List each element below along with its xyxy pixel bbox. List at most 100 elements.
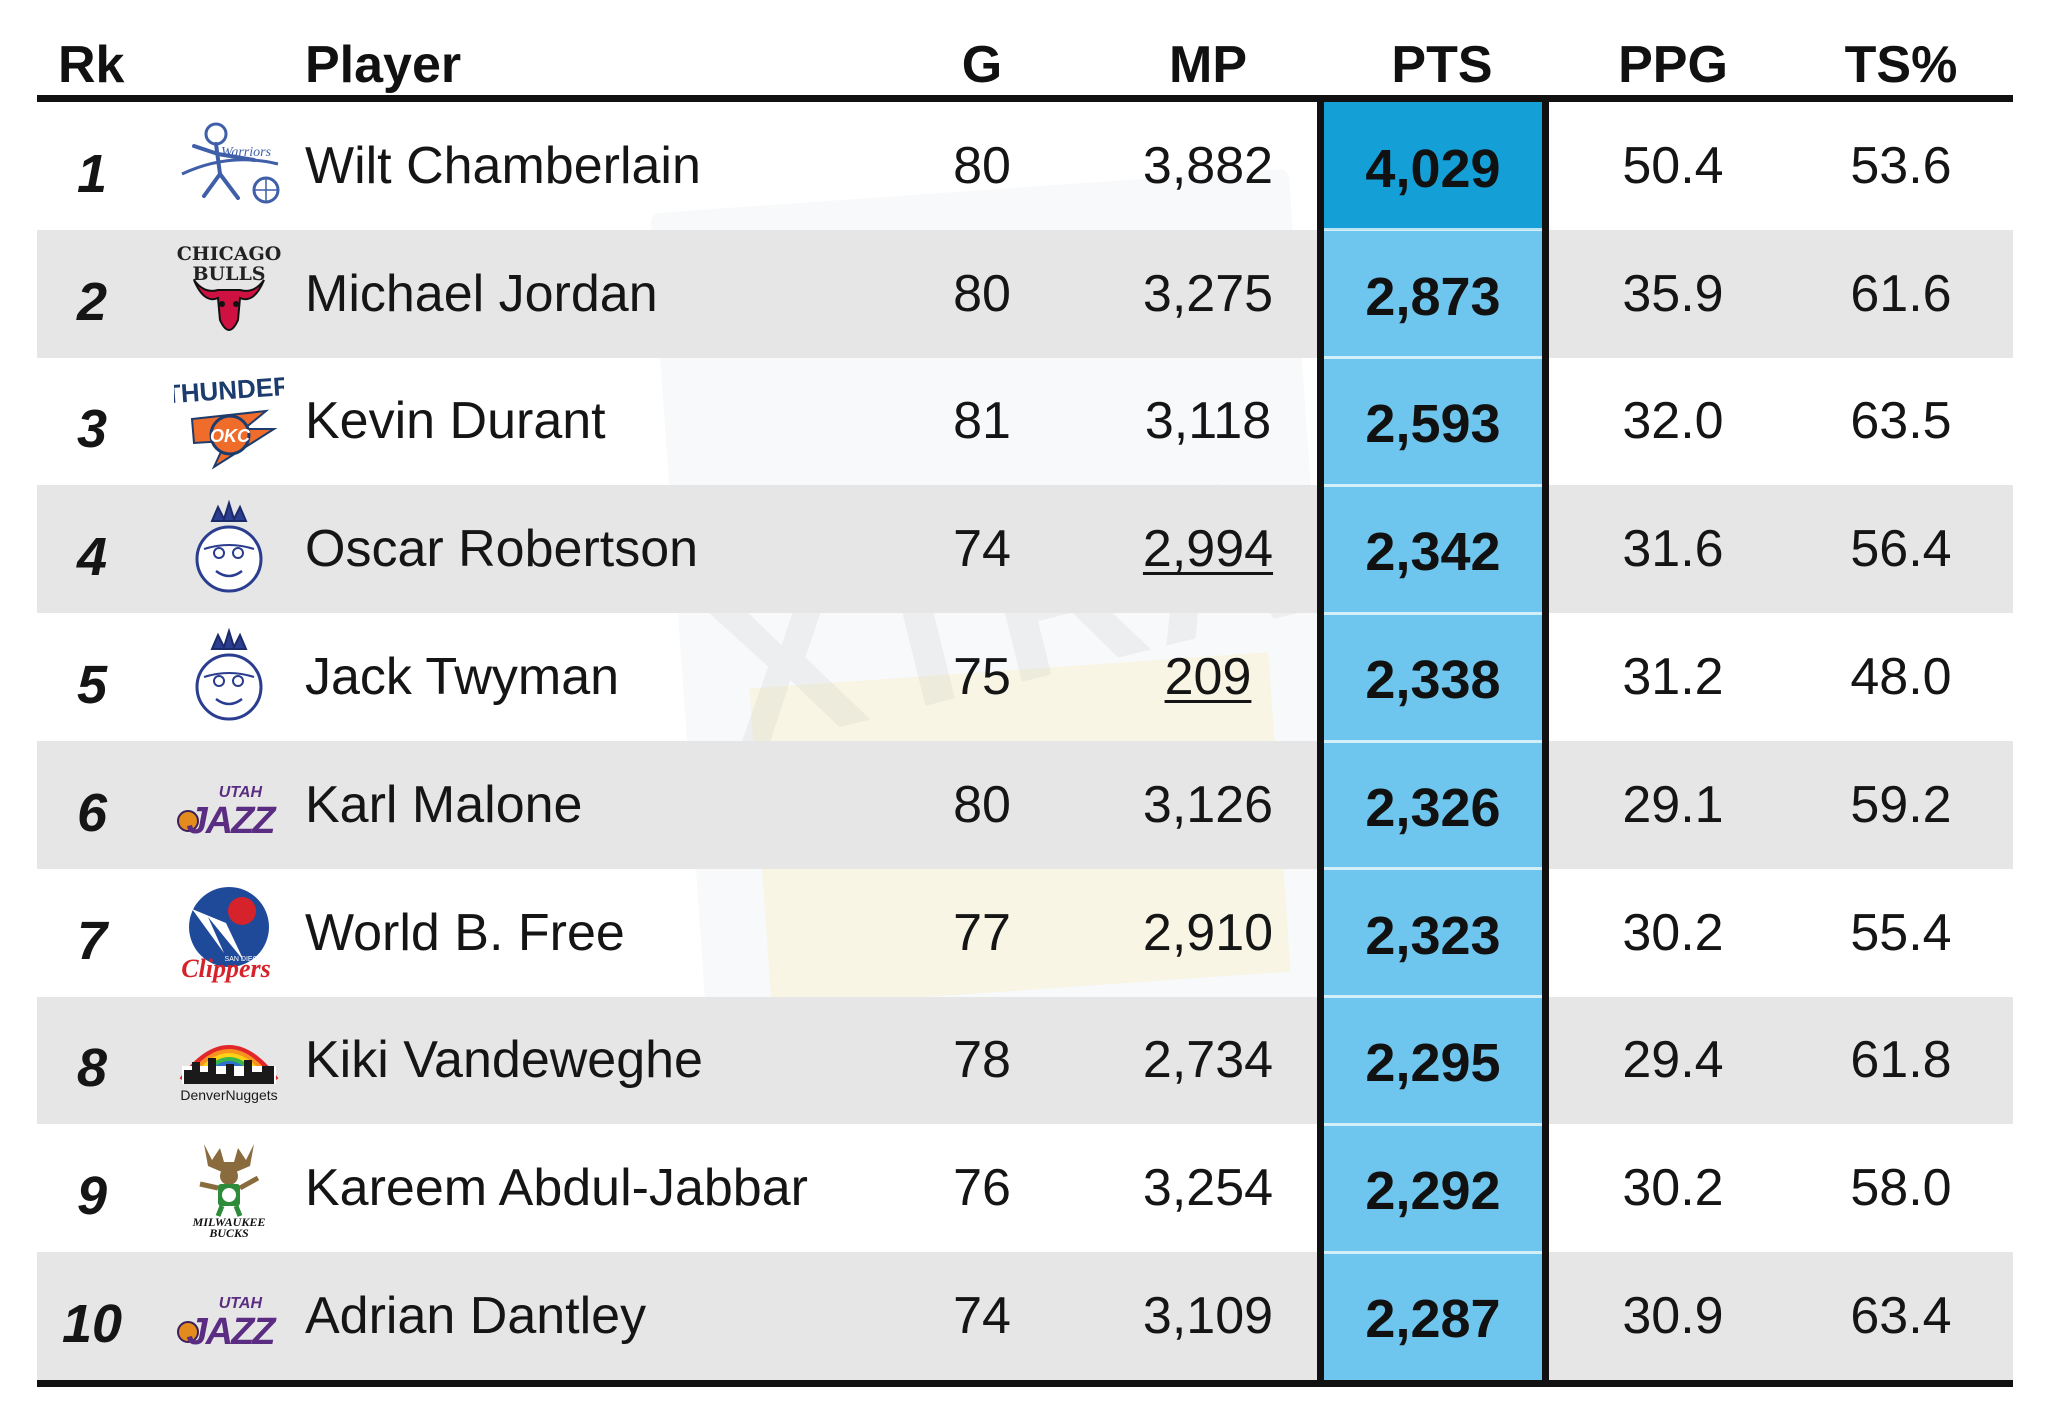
minutes-value: 3,275 bbox=[1142, 264, 1274, 323]
header-player: Player bbox=[305, 36, 462, 94]
table-row: 7 SAN DIEGO Clippers World B. Free 77 2,91… bbox=[37, 869, 2013, 997]
points-cell: 2,342 bbox=[1365, 522, 1501, 583]
svg-text:MILWAUKEE: MILWAUKEE bbox=[192, 1215, 266, 1229]
player-name-cell: Jack Twyman bbox=[305, 648, 620, 707]
svg-text:DenverNuggets: DenverNuggets bbox=[180, 1087, 277, 1103]
minutes-cell: 3,254 bbox=[1108, 1124, 1308, 1252]
san-diego-clippers-logo: SAN DIEGO Clippers bbox=[169, 869, 289, 997]
header-points: PTS bbox=[1391, 36, 1493, 94]
points-cell: 2,873 bbox=[1365, 266, 1501, 327]
games-cell: 74 bbox=[953, 1287, 1011, 1346]
rank-cell: 3 bbox=[76, 399, 108, 460]
svg-text:Warriors: Warriors bbox=[221, 145, 272, 160]
player-name-cell: Kiki Vandeweghe bbox=[305, 1031, 703, 1090]
points-cell: 2,292 bbox=[1365, 1161, 1501, 1222]
rank-cell: 6 bbox=[76, 782, 108, 843]
player-name-cell: Kareem Abdul-Jabbar bbox=[305, 1159, 808, 1218]
player-name-cell: Adrian Dantley bbox=[305, 1287, 647, 1346]
table-row: 9 MILWAUKEE BUCKS Kareem Abdul-Jabbar 76 3… bbox=[37, 1124, 2013, 1252]
player-name-cell: World B. Free bbox=[305, 903, 625, 962]
points-cell: 2,287 bbox=[1365, 1289, 1501, 1350]
minutes-cell: 3,118 bbox=[1108, 358, 1308, 486]
minutes-value: 2,734 bbox=[1142, 1031, 1274, 1090]
rank-cell: 10 bbox=[61, 1294, 123, 1355]
ts-pct-cell: 53.6 bbox=[1850, 136, 1952, 195]
ts-pct-cell: 56.4 bbox=[1850, 520, 1952, 579]
table-body: 1 Warriors Wilt Chamberlain 80 3,882 50.4 53… bbox=[37, 102, 2013, 1380]
table-row: 10 UTAH JAZZ Adrian Dantley 74 3,109 30.9 63… bbox=[37, 1252, 2013, 1380]
minutes-cell: 3,126 bbox=[1108, 741, 1308, 869]
svg-text:OKC: OKC bbox=[210, 426, 251, 446]
minutes-cell: 3,109 bbox=[1108, 1252, 1308, 1380]
table-row: 5 Jack Twyman 75 209 31.2 48.0 bbox=[37, 613, 2013, 741]
ppg-cell: 29.1 bbox=[1622, 775, 1724, 834]
points-row-divider bbox=[1324, 995, 1542, 999]
minutes-value: 3,882 bbox=[1142, 136, 1274, 195]
ts-pct-cell: 48.0 bbox=[1850, 648, 1952, 707]
rank-cell: 9 bbox=[76, 1166, 108, 1227]
philadelphia-warriors-logo: Warriors bbox=[169, 102, 289, 230]
player-name-cell: Michael Jordan bbox=[305, 264, 658, 323]
points-cell: 2,295 bbox=[1365, 1033, 1501, 1094]
minutes-value: 2,910 bbox=[1142, 903, 1274, 962]
svg-text:THUNDER: THUNDER bbox=[174, 371, 284, 409]
rank-cell: 4 bbox=[76, 527, 108, 588]
cincinnati-royals-logo bbox=[169, 485, 289, 613]
games-cell: 76 bbox=[953, 1159, 1011, 1218]
points-row-divider bbox=[1324, 867, 1542, 871]
rank-cell: 7 bbox=[76, 910, 108, 971]
minutes-value: 3,254 bbox=[1142, 1159, 1274, 1218]
svg-text:JAZZ: JAZZ bbox=[187, 800, 278, 842]
header-ppg: PPG bbox=[1618, 36, 1728, 94]
table-row: 2 CHICAGO BULLS Michael Jordan 80 3,275 35.… bbox=[37, 229, 2013, 358]
svg-text:BUCKS: BUCKS bbox=[208, 1226, 249, 1238]
ppg-cell: 35.9 bbox=[1622, 264, 1724, 323]
svg-text:Clippers: Clippers bbox=[181, 954, 271, 983]
games-cell: 80 bbox=[953, 264, 1011, 323]
points-row-divider bbox=[1324, 228, 1542, 232]
minutes-cell: 2,910 bbox=[1108, 869, 1308, 997]
denver-nuggets-logo: DenverNuggets bbox=[169, 997, 289, 1125]
ppg-cell: 30.9 bbox=[1622, 1287, 1724, 1346]
ts-pct-cell: 63.5 bbox=[1850, 392, 1952, 451]
rank-cell: 5 bbox=[76, 655, 108, 716]
minutes-value: 3,109 bbox=[1142, 1287, 1274, 1346]
table-row: 3 THUNDER OKC Kevin Durant 81 3,118 32.0 63.… bbox=[37, 358, 2013, 486]
games-cell: 78 bbox=[953, 1031, 1011, 1090]
okc-thunder-logo: THUNDER OKC bbox=[169, 358, 289, 486]
ts-pct-cell: 61.8 bbox=[1850, 1031, 1952, 1090]
games-cell: 75 bbox=[953, 648, 1011, 707]
games-cell: 80 bbox=[953, 775, 1011, 834]
table-row: 8 DenverNuggets Kiki Vandeweghe 78 2,734 29… bbox=[37, 996, 2013, 1125]
svg-text:BULLS: BULLS bbox=[192, 263, 265, 285]
svg-text:CHICAGO: CHICAGO bbox=[177, 244, 282, 265]
header-rk: Rk bbox=[58, 36, 125, 94]
ppg-cell: 30.2 bbox=[1622, 1159, 1724, 1218]
ppg-cell: 50.4 bbox=[1622, 136, 1724, 195]
header-ts-pct: TS% bbox=[1844, 36, 1958, 94]
player-name-cell: Karl Malone bbox=[305, 775, 583, 834]
minutes-value: 209 bbox=[1164, 648, 1252, 707]
points-cell: 2,593 bbox=[1365, 394, 1501, 455]
minutes-cell: 2,994 bbox=[1108, 485, 1308, 613]
minutes-value: 3,118 bbox=[1144, 392, 1272, 451]
ppg-cell: 32.0 bbox=[1622, 392, 1724, 451]
table-row: 4 Oscar Robertson 74 2,994 31.6 56.4 bbox=[37, 485, 2013, 614]
points-row-divider bbox=[1324, 739, 1542, 743]
table-bottom-rule bbox=[37, 1380, 2013, 1387]
minutes-cell: 2,734 bbox=[1108, 997, 1308, 1125]
minutes-value: 2,994 bbox=[1142, 520, 1274, 579]
points-row-divider bbox=[1324, 1250, 1542, 1254]
svg-text:UTAH: UTAH bbox=[219, 1295, 263, 1312]
games-cell: 80 bbox=[953, 136, 1011, 195]
ts-pct-cell: 55.4 bbox=[1850, 903, 1952, 962]
header-games: G bbox=[961, 36, 1003, 94]
points-row-divider bbox=[1324, 611, 1542, 615]
rank-cell: 8 bbox=[76, 1038, 108, 1099]
ppg-cell: 31.2 bbox=[1622, 648, 1724, 707]
pts-column-highlight: 4,029 2,873 2,593 2,342 2,338 2,326 2,323 2,295… bbox=[1317, 102, 1549, 1380]
games-cell: 77 bbox=[953, 903, 1011, 962]
ts-pct-cell: 58.0 bbox=[1850, 1159, 1952, 1218]
minutes-cell: 3,275 bbox=[1108, 230, 1308, 358]
games-cell: 74 bbox=[953, 520, 1011, 579]
